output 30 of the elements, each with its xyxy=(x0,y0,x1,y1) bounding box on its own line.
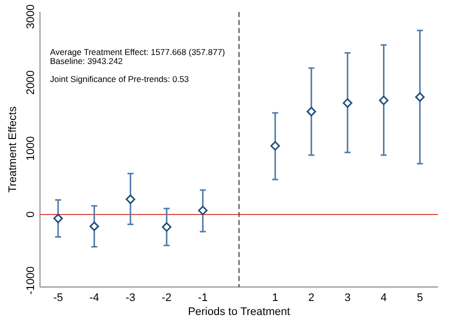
point xyxy=(198,206,208,216)
point xyxy=(90,222,100,232)
x-tick-label: -2 xyxy=(162,292,172,304)
y-axis-title: Treatment Effects xyxy=(7,106,19,193)
annotation: Average Treatment Effect: 1577.668 (357.877) xyxy=(50,47,226,57)
y-tick-label: 3000 xyxy=(25,4,37,29)
y-tick-label: 2000 xyxy=(25,70,37,95)
y-tick-label: 1000 xyxy=(25,136,37,161)
x-tick-label: 2 xyxy=(308,292,314,304)
x-tick-label: 5 xyxy=(416,292,423,304)
point xyxy=(53,214,63,224)
point xyxy=(378,96,388,106)
point xyxy=(342,98,352,108)
x-axis-title: Periods to Treatment xyxy=(188,306,290,318)
point xyxy=(415,92,425,102)
annotation: Baseline: 3943.242 xyxy=(50,56,124,66)
point xyxy=(270,141,280,151)
point xyxy=(126,194,136,204)
x-tick-label: 1 xyxy=(272,292,278,304)
y-tick-label: -1000 xyxy=(25,266,37,294)
y-tick-label: 0 xyxy=(25,211,37,218)
point xyxy=(306,106,316,116)
x-tick-label: 4 xyxy=(380,292,387,304)
annotation: Joint Significance of Pre-trends: 0.53 xyxy=(50,74,190,84)
x-tick-label: -4 xyxy=(89,292,100,304)
x-tick-label: -3 xyxy=(126,292,136,304)
x-tick-label: 3 xyxy=(344,292,351,304)
x-tick-label: -5 xyxy=(53,292,63,304)
x-tick-label: -1 xyxy=(198,292,208,304)
point xyxy=(162,222,172,232)
